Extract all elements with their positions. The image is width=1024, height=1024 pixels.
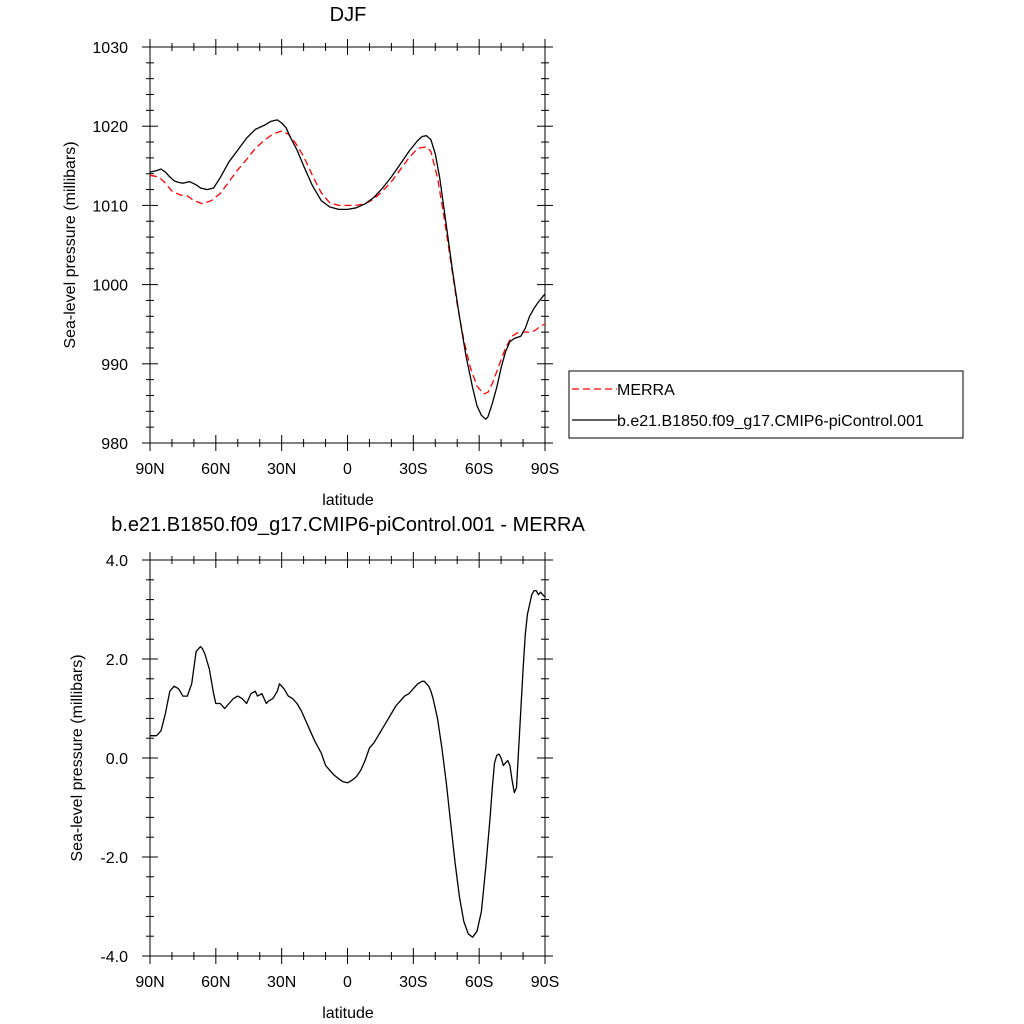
top-x-tick-label: 30S: [399, 461, 427, 478]
top-y-tick-label: 1000: [92, 278, 128, 295]
top-x-axis-label: latitude: [322, 492, 374, 509]
bottom-x-tick-label: 60S: [465, 974, 493, 991]
bottom-series-group: [150, 590, 546, 938]
top-y-tick-label: 1030: [92, 40, 128, 57]
top-ticks: 90N 60N 30N 0 30S 60S 90S 980 990 1000 1010 1020 103…: [92, 39, 559, 478]
top-x-tick-label: 60S: [465, 461, 493, 478]
top-legend: MERRA b.e21.B1850.f09_g17.CMIP6-piContro…: [568, 370, 964, 439]
bottom-x-tick-label: 30S: [399, 974, 427, 991]
top-y-tick-label: 1010: [92, 198, 128, 215]
top-y-tick-label: 1020: [92, 119, 128, 136]
bottom-y-tick-label: -2.0: [100, 850, 128, 867]
top-y-axis-label: Sea-level pressure (millibars): [62, 141, 79, 348]
bottom-chart-title: b.e21.B1850.f09_g17.CMIP6-piControl.001 …: [111, 514, 585, 536]
top-series-b-e21-b1850-f09-g17-cmip6-picontrol-001-line: [149, 119, 546, 420]
bottom-x-tick-label: 90S: [531, 974, 559, 991]
legend-merra-label: MERRA: [617, 382, 675, 399]
bottom-plot-frame: [149, 559, 546, 957]
top-chart-title: DJF: [330, 4, 367, 26]
top-x-tick-label: 90S: [531, 461, 559, 478]
legend-box: [568, 370, 964, 439]
top-series-merra-line: [149, 130, 546, 395]
bottom-x-tick-label: 60N: [201, 974, 230, 991]
bottom-x-axis-label: latitude: [322, 1005, 374, 1022]
bottom-x-tick-label: 30N: [267, 974, 296, 991]
bottom-x-tick-label: 0: [343, 974, 352, 991]
bottom-line-chart: b.e21.B1850.f09_g17.CMIP6-piControl.001 …: [69, 514, 585, 1022]
top-x-tick-label: 60N: [201, 461, 230, 478]
bottom-y-tick-label: 2.0: [106, 652, 128, 669]
top-y-tick-label: 990: [101, 357, 128, 374]
top-plot-frame: [149, 46, 546, 444]
top-x-tick-label: 30N: [267, 461, 296, 478]
bottom-ticks: 90N 60N 30N 0 30S 60S 90S -4.0 -2.0 0.0 2.0 4.0: [100, 552, 559, 991]
bottom-y-tick-label: -4.0: [100, 949, 128, 966]
bottom-y-axis-label: Sea-level pressure (millibars): [69, 654, 86, 861]
top-line-chart: DJF 90N 60N 30N 0 30S 60S 90S 980 990 1000 1010 102…: [62, 4, 964, 509]
top-y-tick-label: 980: [101, 436, 128, 453]
legend-model-label: b.e21.B1850.f09_g17.CMIP6-piControl.001: [617, 413, 924, 430]
top-x-tick-label: 0: [343, 461, 352, 478]
bottom-series-difference-line: [150, 590, 546, 938]
bottom-x-tick-label: 90N: [135, 974, 164, 991]
bottom-y-tick-label: 4.0: [106, 553, 128, 570]
top-series-group: [149, 119, 546, 420]
bottom-y-tick-label: 0.0: [106, 751, 128, 768]
top-x-tick-label: 90N: [135, 461, 164, 478]
